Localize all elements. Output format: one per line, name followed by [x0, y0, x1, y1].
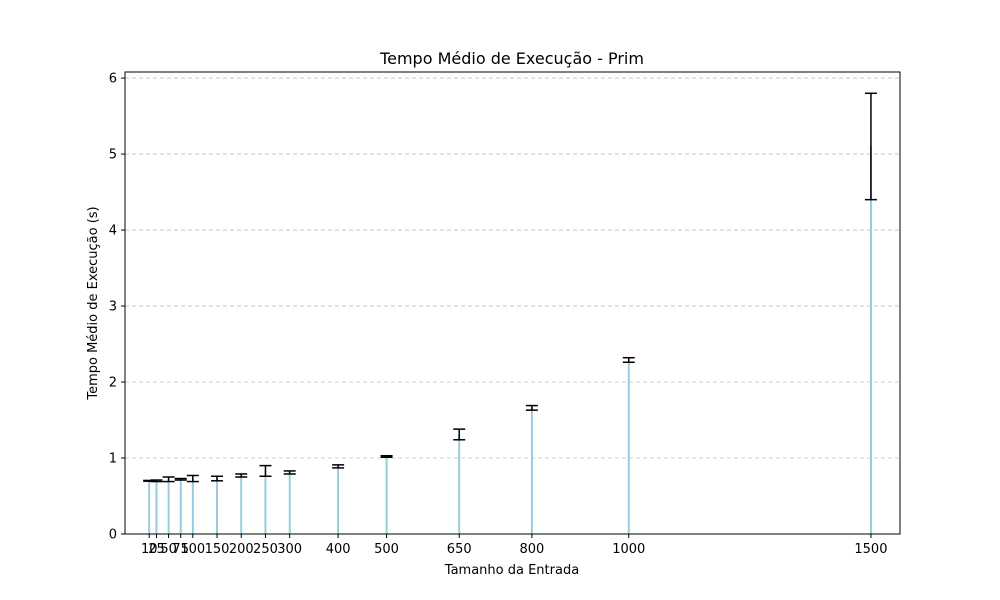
bar [458, 434, 461, 535]
y-tick-label: 2 [109, 376, 117, 391]
bar [240, 475, 243, 535]
x-tick-label: 300 [277, 542, 302, 557]
bar [216, 478, 218, 535]
plot-frame [124, 71, 901, 535]
x-tick-label: 1000 [612, 542, 645, 557]
bars [148, 146, 872, 535]
error-bar [622, 356, 635, 364]
x-tick-label: 250 [253, 542, 278, 557]
bar [264, 470, 267, 535]
x-tick-label: 500 [374, 542, 399, 557]
error-bars [143, 92, 877, 483]
x-tick-label: 400 [326, 542, 351, 557]
error-bar [186, 474, 199, 483]
bar [385, 456, 388, 535]
error-bar [332, 464, 345, 469]
bar [155, 480, 158, 535]
error-bar [453, 428, 466, 441]
error-bar [864, 92, 877, 201]
x-axis-label: Tamanho da Entrada [444, 563, 579, 578]
error-bar [259, 464, 272, 477]
bar [148, 480, 151, 535]
y-axis-ticks: 0 1 2 3 4 5 6 [109, 72, 125, 543]
x-tick-label: 1500 [854, 542, 887, 557]
x-tick-label: 650 [447, 542, 472, 557]
grid [125, 77, 900, 459]
y-tick-label: 6 [109, 72, 117, 87]
x-tick-label: 200 [229, 542, 254, 557]
y-tick-label: 5 [109, 148, 117, 163]
y-tick-label: 3 [109, 300, 117, 315]
chart-title: Tempo Médio de Execução - Prim [379, 49, 644, 68]
bar [179, 478, 182, 535]
x-tick-label: 25 [148, 542, 165, 557]
error-bar [283, 470, 296, 475]
x-tick-label: 50 [160, 542, 177, 557]
x-tick-label: 150 [205, 542, 230, 557]
bar [627, 359, 630, 535]
bar [870, 146, 872, 535]
y-tick-label: 1 [109, 452, 117, 467]
bar [288, 472, 291, 535]
x-tick-label: 800 [519, 542, 544, 557]
error-bar [174, 477, 187, 481]
error-bar [380, 454, 393, 459]
error-bar [211, 475, 224, 482]
x-tick-label: 100 [180, 542, 205, 557]
y-tick-label: 0 [109, 528, 117, 543]
x-tick-label: 10 [141, 542, 158, 557]
y-axis-label: Tempo Médio de Execução (s) [86, 206, 101, 400]
error-bar [525, 404, 538, 411]
error-bar [235, 473, 248, 478]
bar [530, 407, 533, 535]
error-bar [162, 476, 175, 483]
x-tick-label: 75 [172, 542, 189, 557]
bar [337, 466, 340, 535]
error-bar [150, 479, 163, 483]
bar [167, 478, 170, 535]
bar [191, 478, 194, 535]
y-tick-label: 4 [109, 224, 117, 239]
